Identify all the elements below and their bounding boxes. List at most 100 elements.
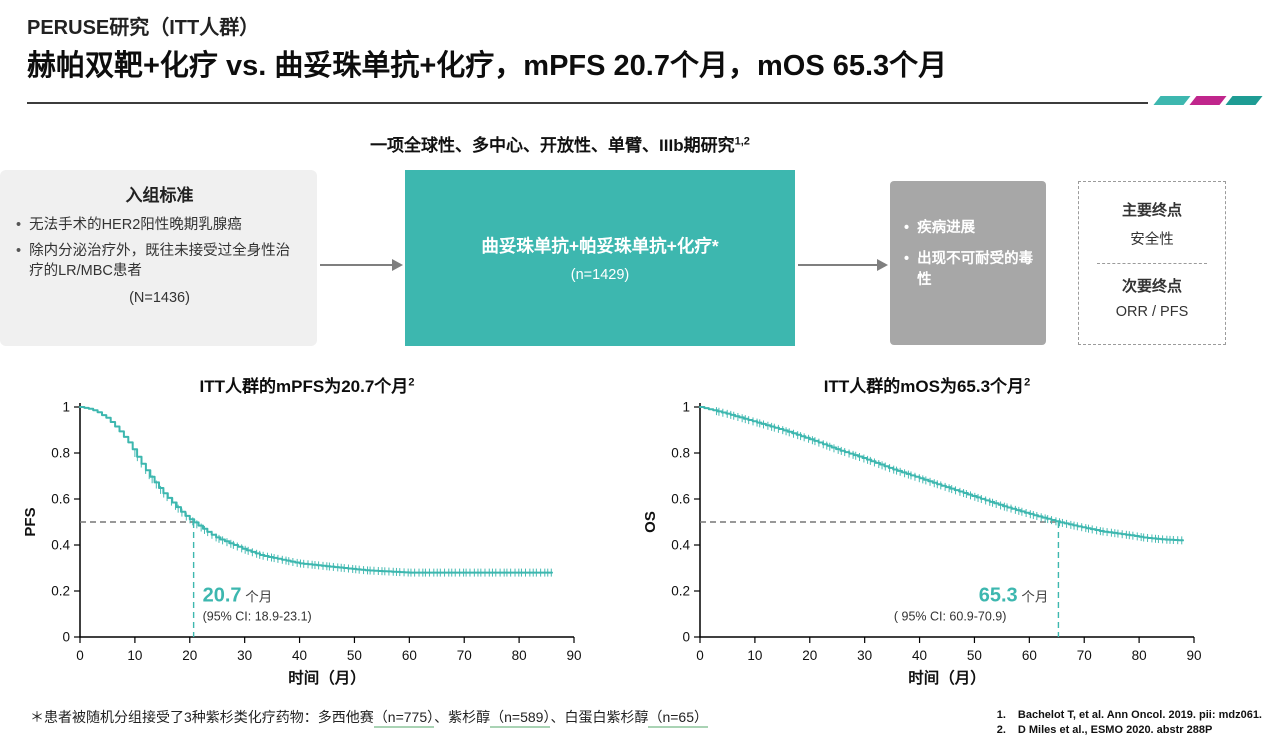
inclusion-bullet-2-text: 除内分泌治疗外，既往未接受过全身性治疗的LR/MBC患者 [29, 243, 291, 279]
reference-2: 2. D Miles et al., ESMO 2020. abstr 288P [997, 723, 1262, 738]
svg-text:50: 50 [347, 648, 362, 663]
svg-text:0.4: 0.4 [671, 538, 690, 553]
svg-text:0.8: 0.8 [671, 446, 690, 461]
svg-text:0.6: 0.6 [671, 492, 690, 507]
svg-text:PFS: PFS [22, 507, 39, 536]
reference-2-number: 2. [996, 724, 1006, 737]
accent-dash-magenta [1189, 96, 1227, 105]
pfs-chart: ITT人群的mPFS为20.7个月2 0 0.2 0.4 0.6 0.8 1 0 10 20 30… [18, 372, 596, 689]
primary-endpoint-label: 主要终点 [1121, 202, 1182, 219]
discontinuation-bullet-1: • 疾病进展 [904, 218, 1036, 239]
footnote-part: （n=775） [373, 709, 435, 728]
study-subtitle-text: 一项全球性、多中心、开放性、单臂、IIIb期研究 [370, 136, 735, 155]
svg-text:0.8: 0.8 [51, 446, 70, 461]
svg-text:10: 10 [747, 648, 762, 663]
pfs-km-plot: 00.20.40.60.810 10 20 30 40 50 60 70 80 90PFS时间（月… [22, 400, 582, 688]
reference-2-text: D Miles et al., ESMO 2020. abstr 288P [1017, 724, 1213, 737]
svg-text:40: 40 [292, 648, 307, 663]
treatment-regimen: 曲妥珠单抗+帕妥珠单抗+化疗* [481, 236, 719, 256]
inclusion-bullet-1: • 无法手术的HER2阳性晚期乳腺癌 [16, 215, 303, 235]
bullet-icon: • [904, 251, 910, 268]
flow-arrow-2 [798, 259, 888, 271]
svg-text:1: 1 [682, 400, 690, 415]
svg-text:(95% CI: 18.9-23.1): (95% CI: 18.9-23.1) [203, 609, 312, 623]
slide-kicker: PERUSE研究（ITT人群） [27, 17, 260, 39]
svg-text:OS: OS [642, 511, 659, 533]
svg-text:90: 90 [566, 648, 581, 663]
svg-text:0.6: 0.6 [51, 492, 70, 507]
os-chart-title: ITT人群的mOS为65.3个月2 [638, 372, 1216, 397]
pfs-chart-title-text: ITT人群的mPFS为20.7个月 [199, 377, 409, 396]
treatment-n-count: (n=1429) [570, 267, 630, 283]
svg-text:65.3 个月: 65.3 个月 [979, 584, 1049, 606]
svg-text:80: 80 [1132, 648, 1147, 663]
discontinuation-box: • 疾病进展 • 出现不可耐受的毒性 [890, 181, 1046, 345]
secondary-endpoint-label: 次要终点 [1121, 278, 1182, 295]
reference-1: 1. Bachelot T, et al. Ann Oncol. 2019. p… [997, 708, 1262, 723]
title-divider [27, 102, 1148, 104]
bullet-icon: • [16, 217, 22, 233]
bullet-icon: • [904, 220, 910, 236]
svg-text:60: 60 [402, 648, 417, 663]
inclusion-criteria-box: 入组标准 • 无法手术的HER2阳性晚期乳腺癌 • 除内分泌治疗外，既往未接受过… [0, 170, 317, 346]
svg-text:20: 20 [802, 648, 817, 663]
flow-arrow-1 [320, 259, 403, 271]
svg-text:0.4: 0.4 [51, 538, 70, 553]
svg-text:20.7 个月: 20.7 个月 [203, 584, 273, 606]
svg-text:10: 10 [127, 648, 142, 663]
bullet-icon: • [16, 243, 22, 259]
svg-text:( 95% CI: 60.9-70.9): ( 95% CI: 60.9-70.9) [894, 609, 1007, 623]
inclusion-title: 入组标准 [125, 186, 194, 205]
svg-text:80: 80 [512, 648, 527, 663]
inclusion-bullet-2: • 除内分泌治疗外，既往未接受过全身性治疗的LR/MBC患者 [16, 241, 303, 281]
svg-text:时间（月）: 时间（月） [908, 668, 986, 687]
footnote-part: （n=65） [648, 709, 708, 728]
svg-text:50: 50 [967, 648, 982, 663]
svg-text:0: 0 [62, 630, 70, 645]
accent-dash-dark-teal [1225, 96, 1263, 105]
discontinuation-bullet-2-text: 出现不可耐受的毒性 [917, 251, 1034, 289]
os-chart-title-text: ITT人群的mOS为65.3个月 [823, 377, 1025, 396]
study-subtitle-superscript: 1,2 [734, 135, 750, 148]
os-chart-title-superscript: 2 [1024, 376, 1031, 389]
inclusion-bullet-1-text: 无法手术的HER2阳性晚期乳腺癌 [29, 217, 242, 233]
svg-text:30: 30 [237, 648, 252, 663]
svg-text:60: 60 [1022, 648, 1037, 663]
svg-text:70: 70 [1077, 648, 1092, 663]
svg-text:时间（月）: 时间（月） [288, 668, 366, 687]
svg-text:0: 0 [76, 648, 84, 663]
reference-1-text: Bachelot T, et al. Ann Oncol. 2019. pii:… [1017, 709, 1262, 721]
svg-text:0.2: 0.2 [671, 584, 690, 599]
accent-dash-teal [1153, 96, 1191, 105]
footnote-part: （n=589） [490, 709, 551, 728]
primary-endpoint-value: 安全性 [1130, 232, 1174, 248]
pfs-chart-title: ITT人群的mPFS为20.7个月2 [18, 372, 596, 397]
study-design-subtitle: 一项全球性、多中心、开放性、单臂、IIIb期研究1,2 [160, 131, 960, 156]
endpoints-box: 主要终点 安全性 次要终点 ORR / PFS [1078, 181, 1226, 345]
pfs-chart-title-superscript: 2 [408, 376, 415, 389]
svg-text:0: 0 [682, 630, 690, 645]
svg-text:0.2: 0.2 [51, 584, 70, 599]
reference-1-number: 1. [996, 709, 1006, 721]
footnote-part: 、紫杉醇 [434, 709, 491, 725]
svg-text:70: 70 [457, 648, 472, 663]
references: 1. Bachelot T, et al. Ann Oncol. 2019. p… [997, 708, 1262, 739]
os-chart: ITT人群的mOS为65.3个月2 0 0.2 0.4 0.6 0.8 1 0 10 20 30 4… [638, 372, 1216, 689]
accent-dashes [1153, 96, 1263, 105]
svg-text:0: 0 [696, 648, 704, 663]
svg-text:30: 30 [857, 648, 872, 663]
footnote: ＊患者被随机分组接受了3种紫杉类化疗药物：多西他赛（n=775）、紫杉醇（n=5… [30, 707, 708, 728]
discontinuation-bullet-1-text: 疾病进展 [917, 220, 976, 236]
discontinuation-bullet-2: • 出现不可耐受的毒性 [904, 249, 1036, 291]
svg-text:1: 1 [62, 400, 70, 415]
os-km-plot: 00.20.40.60.810 10 20 30 40 50 60 70 80 90OS时间（月）… [642, 400, 1202, 688]
page-title: 赫帕双靶+化疗 vs. 曲妥珠单抗+化疗，mPFS 20.7个月，mOS 65.… [27, 50, 948, 82]
secondary-endpoint-value: ORR / PFS [1115, 304, 1189, 320]
svg-text:20: 20 [182, 648, 197, 663]
footnote-part: 、白蛋白紫杉醇 [550, 709, 649, 725]
footnote-text: ＊患者被随机分组接受了3种紫杉类化疗药物：多西他赛（n=775）、紫杉醇（n=5… [30, 709, 708, 728]
endpoints-divider [1097, 263, 1207, 264]
svg-text:40: 40 [912, 648, 927, 663]
treatment-box: 曲妥珠单抗+帕妥珠单抗+化疗* (n=1429) [405, 170, 795, 346]
